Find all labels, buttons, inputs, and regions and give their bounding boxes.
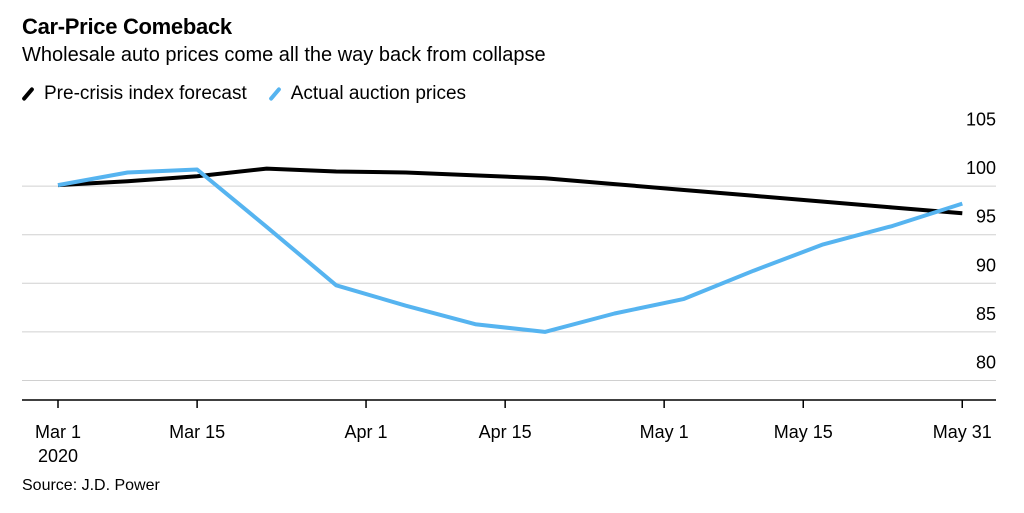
chart-subtitle: Wholesale auto prices come all the way b… bbox=[22, 44, 546, 66]
legend-label-actual: Actual auction prices bbox=[290, 83, 467, 104]
y-tick-label-100: 100 bbox=[966, 158, 996, 178]
legend-label-forecast: Pre-crisis index forecast bbox=[44, 83, 247, 104]
chart-title: Car-Price Comeback bbox=[22, 14, 232, 39]
x-tick-sublabel-0: 2020 bbox=[38, 446, 78, 466]
series-lines bbox=[57, 166, 963, 334]
x-tick-label-1: Mar 15 bbox=[169, 422, 225, 442]
x-tick-label-0: Mar 1 bbox=[35, 422, 81, 442]
x-tick-label-2: Apr 1 bbox=[345, 422, 388, 442]
x-tick-label-4: May 1 bbox=[640, 422, 689, 442]
gridlines bbox=[22, 185, 996, 382]
series-line-actual bbox=[57, 167, 963, 334]
y-tick-label-85: 85 bbox=[976, 304, 996, 324]
chart-legend: Pre-crisis index forecast Actual auction… bbox=[21, 81, 488, 107]
x-tick-label-6: May 31 bbox=[933, 422, 992, 442]
y-tick-label-105: 105 bbox=[966, 109, 996, 129]
legend-item-actual: Actual auction prices bbox=[268, 83, 467, 105]
legend-item-forecast: Pre-crisis index forecast bbox=[21, 83, 247, 105]
y-tick-label-95: 95 bbox=[976, 207, 996, 227]
x-tick-label-5: May 15 bbox=[774, 422, 833, 442]
x-axis: Mar 1 2020 Mar 15 Apr 1 Apr 15 May 1 May 15 May… bbox=[22, 399, 996, 466]
series-line-forecast bbox=[57, 166, 963, 216]
y-tick-label-90: 90 bbox=[976, 255, 996, 275]
chart-source: Source: J.D. Power bbox=[22, 477, 160, 494]
x-tick-label-3: Apr 15 bbox=[479, 422, 532, 442]
y-tick-label-80: 80 bbox=[976, 353, 996, 373]
y-axis: 80 85 90 95 100 105 bbox=[966, 109, 996, 372]
